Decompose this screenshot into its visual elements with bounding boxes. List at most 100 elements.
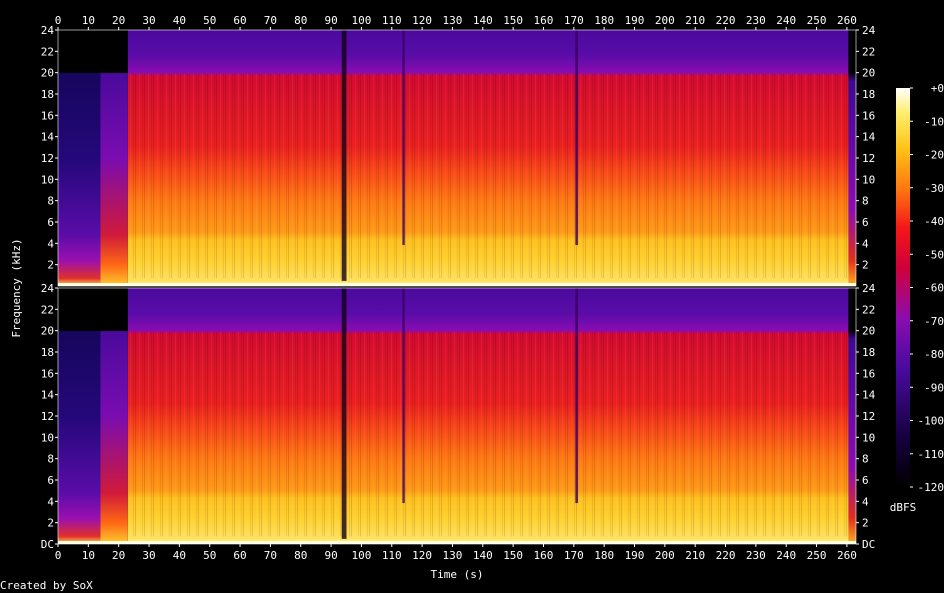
y-tick-label: 4	[862, 237, 869, 250]
y-tick-label: 2	[862, 259, 869, 272]
x-tick-label: 50	[203, 549, 216, 562]
x-tick-label: 140	[473, 549, 493, 562]
outro-section	[848, 288, 856, 544]
y-tick-label: DC	[862, 538, 875, 551]
x-tick-label: 60	[233, 14, 246, 27]
x-tick-label: 100	[351, 14, 371, 27]
y-tick-label: 16	[862, 367, 875, 380]
y-tick-label: 20	[862, 67, 875, 80]
intro-section	[58, 30, 101, 286]
dropout-line	[402, 30, 405, 246]
y-tick-label: 10	[862, 431, 875, 444]
x-tick-label: 40	[173, 549, 186, 562]
y-tick-label: 10	[41, 431, 54, 444]
channel-2-panel	[57, 287, 857, 545]
colorbar-tick-label: +0	[931, 82, 944, 95]
spectrogram-panels	[57, 29, 857, 545]
colorbar-tick-label: -80	[924, 348, 944, 361]
x-tick-label: 100	[351, 549, 371, 562]
y-tick-label: 22	[41, 45, 54, 58]
colorbar-tick-label: -30	[924, 182, 944, 195]
outro-section	[848, 30, 856, 286]
x-tick-label: 160	[534, 14, 554, 27]
y-tick-label: 2	[862, 517, 869, 530]
x-tick-label: 220	[716, 549, 736, 562]
colorbar-label: dBFS	[890, 501, 917, 514]
x-tick-label: 180	[594, 14, 614, 27]
intro-ramp-section	[100, 30, 128, 286]
x-tick-label: 30	[142, 549, 155, 562]
y-tick-label: 14	[41, 389, 55, 402]
colorbar-tick-label: -70	[924, 315, 944, 328]
y-tick-label: 16	[862, 109, 875, 122]
y-tick-label: 18	[41, 346, 54, 359]
colorbar-tick-label: -110	[918, 448, 944, 461]
y-tick-label: 14	[862, 131, 876, 144]
x-tick-label: 110	[382, 549, 402, 562]
x-tick-label: 120	[412, 14, 432, 27]
y-tick-label: 8	[862, 453, 869, 466]
y-tick-label: 12	[862, 410, 875, 423]
y-tick-label: 12	[41, 410, 54, 423]
x-tick-label: 230	[746, 14, 766, 27]
x-tick-label: 190	[625, 14, 645, 27]
y-tick-label: 24	[41, 24, 55, 37]
y-tick-label: 12	[862, 152, 875, 165]
credit-text: Created by SoX	[0, 579, 93, 592]
x-tick-label: 150	[503, 14, 523, 27]
y-tick-label: 20	[862, 325, 875, 338]
x-tick-label: 80	[294, 14, 307, 27]
dc-line	[58, 541, 856, 544]
x-tick-label: 80	[294, 549, 307, 562]
y-tick-label: 18	[862, 88, 875, 101]
y-tick-label: 4	[862, 495, 869, 508]
channel-1-panel	[57, 29, 857, 287]
y-tick-label: 24	[862, 282, 876, 295]
y-tick-label: 22	[862, 45, 875, 58]
x-tick-label: 200	[655, 549, 675, 562]
x-tick-label: 10	[82, 549, 95, 562]
y-tick-label: 24	[862, 24, 876, 37]
x-tick-label: 40	[173, 14, 186, 27]
x-tick-label: 60	[233, 549, 246, 562]
y-tick-label: 12	[41, 152, 54, 165]
x-tick-label: 180	[594, 549, 614, 562]
x-tick-label: 140	[473, 14, 493, 27]
x-tick-label: 90	[324, 549, 337, 562]
y-tick-label: 4	[47, 237, 54, 250]
x-tick-label: 20	[112, 549, 125, 562]
y-tick-label: 18	[41, 88, 54, 101]
x-tick-label: 110	[382, 14, 402, 27]
x-tick-label: 240	[776, 549, 796, 562]
y-tick-label: 16	[41, 109, 54, 122]
x-tick-label: 230	[746, 549, 766, 562]
y-axis-label: Frequency (kHz)	[10, 238, 23, 337]
x-tick-label: 240	[776, 14, 796, 27]
x-tick-label: 90	[324, 14, 337, 27]
spectrum-texture	[127, 331, 857, 537]
y-tick-label: 8	[862, 195, 869, 208]
y-tick-label: 4	[47, 495, 54, 508]
y-tick-label: 2	[47, 517, 54, 530]
x-tick-label: 70	[264, 14, 277, 27]
x-tick-label: 190	[625, 549, 645, 562]
dc-line	[58, 283, 856, 286]
x-tick-label: 260	[837, 549, 857, 562]
x-tick-label: 160	[534, 549, 554, 562]
y-tick-label: 8	[47, 453, 54, 466]
dropout-line	[575, 288, 579, 504]
intro-section	[58, 288, 101, 544]
x-tick-label: 30	[142, 14, 155, 27]
colorbar-tick-label: -20	[924, 149, 944, 162]
y-tick-label: 18	[862, 346, 875, 359]
x-tick-label: 250	[807, 549, 827, 562]
colorbar-tick-label: -100	[918, 415, 944, 428]
colorbar-ticks: +0 -10 -20 -30 -40 -50 -60 -70 -80 -90 -100 -110 -12…	[910, 82, 944, 494]
x-tick-label: 70	[264, 549, 277, 562]
x-axis-label: Time (s)	[431, 568, 484, 581]
colorbar-tick-label: -40	[924, 215, 944, 228]
x-tick-label: 260	[837, 14, 857, 27]
y-tick-label: 10	[41, 173, 54, 186]
x-tick-label: 200	[655, 14, 675, 27]
